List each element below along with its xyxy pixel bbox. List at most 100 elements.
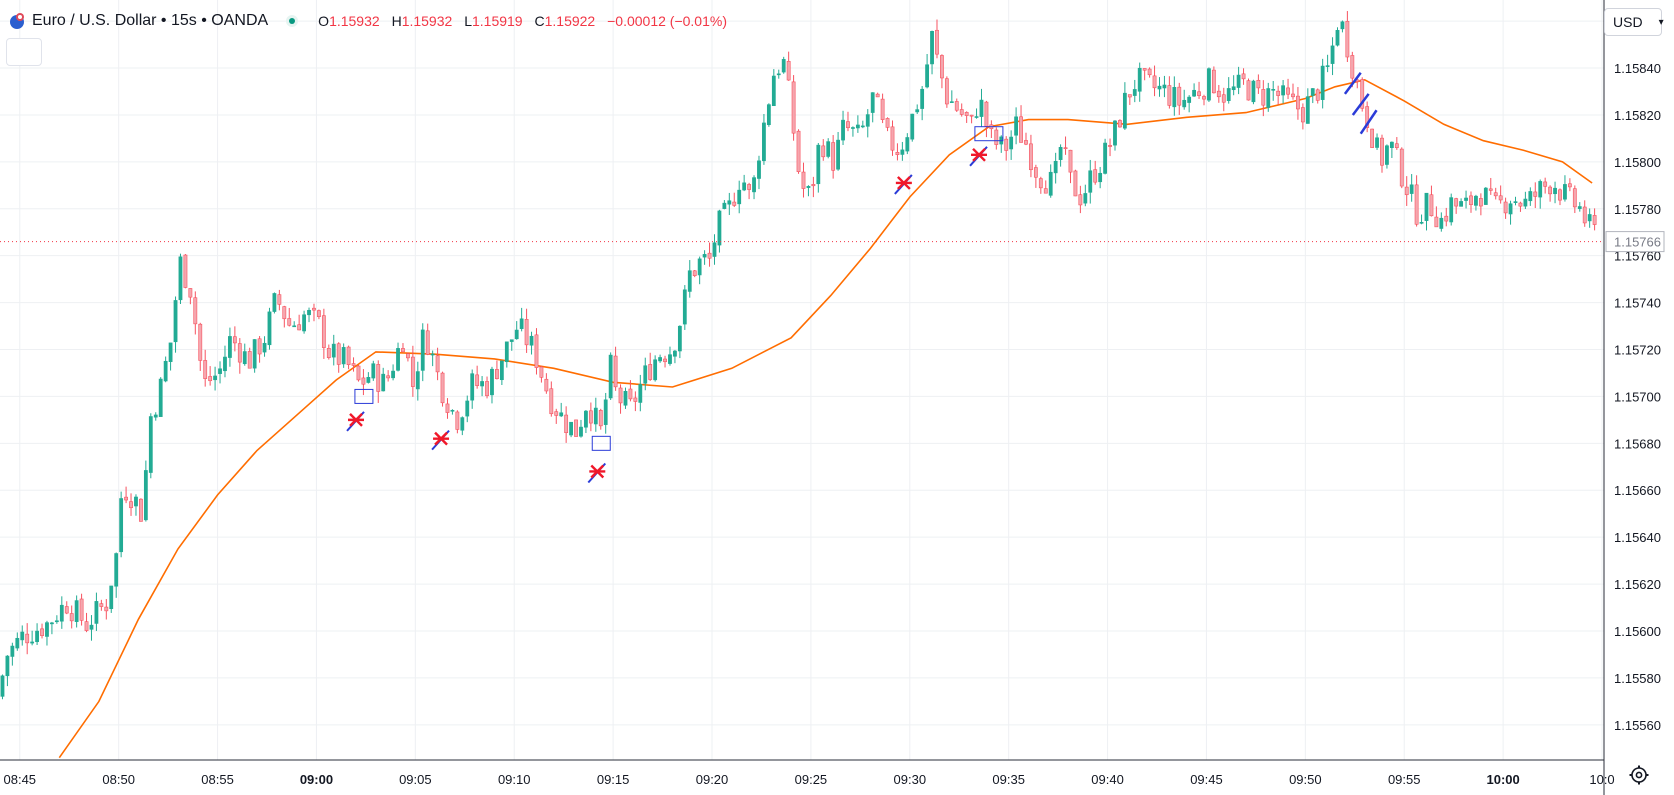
candle-body — [84, 621, 89, 631]
candle-body — [396, 348, 400, 371]
candle-body — [168, 342, 173, 362]
candle-body — [326, 348, 331, 358]
candle-body — [391, 370, 395, 379]
marker-cross — [434, 431, 448, 446]
candle-body — [307, 309, 311, 316]
candle-body — [1038, 178, 1043, 189]
candle-body — [401, 348, 405, 353]
candle-body — [935, 29, 939, 55]
candle-body — [1478, 198, 1483, 207]
candle-body — [974, 116, 979, 118]
candle-body — [79, 598, 84, 621]
symbol-title[interactable]: Euro / U.S. Dollar • 15s • OANDA — [32, 12, 269, 29]
candle-body — [707, 252, 712, 259]
candle-body — [549, 388, 554, 415]
candle-body — [1414, 184, 1419, 225]
candle-body — [193, 297, 198, 325]
candle-body — [1113, 120, 1117, 146]
candle-body — [574, 419, 578, 437]
candle-body — [1078, 194, 1083, 206]
candle-body — [722, 202, 727, 209]
indicators-toggle[interactable] — [6, 38, 42, 66]
candle-body — [895, 152, 900, 155]
candle-body — [915, 109, 920, 113]
candle-body — [1375, 137, 1379, 148]
candle-body — [292, 325, 297, 328]
selection-box — [354, 388, 374, 404]
candle-body — [776, 73, 781, 76]
candle-body — [737, 189, 742, 205]
candle-body — [1528, 191, 1533, 202]
candle-body — [509, 339, 514, 342]
x-tick-label: 09:25 — [795, 772, 828, 787]
candle-body — [1202, 96, 1206, 100]
candle-body — [366, 377, 371, 383]
currency-button[interactable]: USD ▾ — [1604, 8, 1664, 36]
x-tick-label: 10:0 — [1589, 772, 1614, 787]
candle-body — [747, 184, 751, 190]
moving-average-path — [58, 78, 1593, 759]
candle-body — [836, 139, 840, 170]
gear-icon[interactable] — [1628, 764, 1650, 786]
x-tick-label: 08:55 — [201, 772, 234, 787]
currency-label: USD — [1613, 14, 1643, 30]
candle-body — [529, 335, 534, 346]
candle-body — [346, 346, 351, 365]
marker-cross — [349, 413, 363, 427]
candle-body — [139, 498, 143, 522]
candle-body — [1394, 143, 1399, 148]
candle-body — [1167, 85, 1172, 106]
candle-body — [702, 254, 707, 258]
candle-body — [1019, 116, 1023, 143]
candle-body — [964, 112, 969, 116]
candle-body — [64, 606, 69, 614]
candle-body — [1098, 172, 1103, 183]
candle-body — [59, 604, 64, 622]
candle-body — [1305, 96, 1310, 124]
candle-body — [1404, 186, 1409, 196]
candle-body — [242, 351, 247, 365]
last-price-box — [1605, 231, 1665, 253]
candle-body — [480, 381, 484, 387]
candle-body — [129, 501, 133, 509]
candle-body — [663, 358, 667, 363]
candle-body — [781, 59, 786, 73]
candle-body — [15, 637, 20, 649]
y-tick-label: 1.15700 — [1614, 389, 1661, 404]
candle-body — [846, 121, 850, 129]
candle-body — [336, 343, 341, 365]
candle-body — [277, 294, 282, 305]
candle-body — [173, 300, 178, 343]
candle-body — [74, 600, 79, 622]
candle-body — [1567, 183, 1572, 188]
candles — [0, 11, 1597, 700]
candle-body — [351, 363, 356, 366]
candle-body — [203, 360, 208, 379]
y-tick-label: 1.15560 — [1614, 718, 1661, 733]
candle-body — [1142, 68, 1147, 71]
candle-body — [1340, 21, 1345, 30]
candle-body — [1444, 215, 1449, 222]
candle-body — [1493, 192, 1498, 197]
candle-body — [1083, 193, 1088, 204]
candle-body — [302, 314, 306, 332]
chart-drawings — [346, 71, 1378, 484]
candle-body — [1434, 216, 1439, 228]
candle-body — [564, 414, 569, 433]
symbol-header: Euro / U.S. Dollar • 15s • OANDA O1.1593… — [8, 10, 731, 32]
candle-body — [673, 350, 677, 357]
candle-body — [1157, 85, 1162, 90]
candle-body — [99, 603, 104, 607]
candle-body — [801, 171, 806, 189]
candle-body — [282, 306, 287, 320]
candle-body — [104, 606, 109, 612]
candle-body — [668, 354, 672, 364]
candle-body — [1325, 65, 1330, 67]
candle-body — [1058, 147, 1063, 160]
x-tick-label: 09:20 — [696, 772, 729, 787]
candle-body — [1246, 80, 1251, 101]
candle-body — [1068, 149, 1073, 173]
candle-body — [1370, 128, 1375, 148]
candle-body — [1389, 141, 1394, 148]
